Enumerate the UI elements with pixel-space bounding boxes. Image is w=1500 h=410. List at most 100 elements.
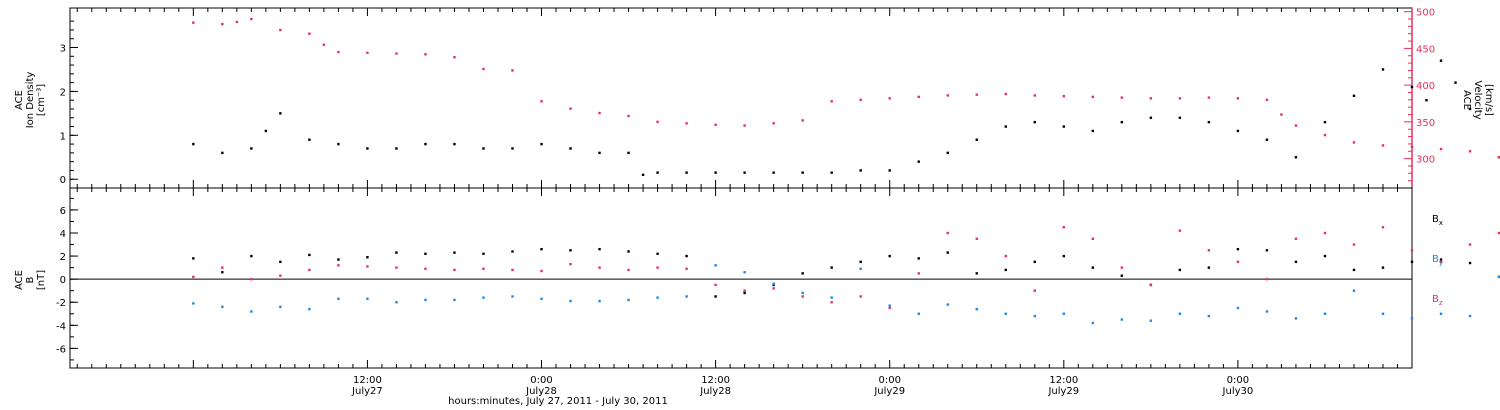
data-point [598,151,601,155]
data-point [1294,156,1298,159]
data-point [801,119,804,122]
data-point [279,260,282,264]
data-point [424,267,427,270]
b-tick-label: 2 [60,252,66,263]
data-point [424,142,427,146]
data-point [714,264,717,267]
data-point [453,142,456,146]
data-point [511,69,514,72]
data-point [714,295,717,298]
data-point [598,266,601,269]
data-point [743,291,746,295]
data-point [1033,94,1036,97]
data-point [511,268,514,272]
data-point [656,296,659,299]
data-point [946,251,949,254]
data-point [888,254,891,258]
data-point [192,257,195,260]
data-point [192,142,195,146]
data-point [1265,277,1269,281]
data-point [308,32,311,35]
data-point [511,147,514,150]
data-point [598,247,601,251]
data-point [1091,95,1095,99]
data-point [264,129,268,133]
bottom-panel-minor-ticks [76,188,1413,368]
data-point [859,260,862,264]
data-point [482,252,485,255]
data-point [366,256,369,259]
x-tick-time: 0:00 [1227,375,1249,386]
data-point [1381,312,1385,315]
data-point [1091,237,1095,240]
data-point [540,269,543,273]
data-point [1323,254,1327,258]
data-point [917,95,920,99]
x-tick-time: 12:00 [701,375,730,386]
x-tick-date: July30 [1222,386,1254,397]
data-point [1120,274,1124,277]
data-point [1062,226,1066,229]
velocity-axis-label-line2: Velocity [1472,80,1483,119]
data-point [888,97,891,100]
data-point [511,250,514,253]
data-point [1439,258,1443,261]
data-point [1236,129,1240,133]
data-point [482,296,485,299]
data-point [1091,321,1095,325]
data-point [1207,249,1211,252]
data-point [1323,120,1327,124]
data-point [540,247,543,251]
data-point [1468,314,1472,318]
velocity-axis-label-line1: ACE [1461,90,1472,110]
data-point [1062,94,1066,98]
data-point [366,265,369,268]
x-tick-date: July29 [873,386,905,397]
data-point [772,282,775,285]
data-point [1381,144,1385,147]
density-axis-ticks: 0 1 2 3 [60,20,78,189]
data-point [801,171,804,174]
data-point [453,298,456,302]
data-point [1280,113,1283,116]
data-point [685,254,688,258]
data-point [279,305,282,309]
data-point [1410,85,1414,89]
data-point [279,274,282,277]
data-point [1149,97,1153,100]
data-point [743,289,746,292]
data-point [337,142,340,146]
data-point [714,123,717,127]
data-point [641,173,645,177]
data-point [1352,268,1356,272]
data-point [250,147,253,150]
data-point [1033,289,1036,292]
data-point [1236,306,1240,310]
velocity-axis-label-line3: [km/s] [1483,84,1494,116]
x-tick-time: 0:00 [530,375,552,386]
data-point [743,171,746,174]
data-point [1439,59,1443,62]
data-point [424,53,427,56]
data-point [1091,266,1095,269]
data-point [801,272,804,275]
data-point [250,310,253,313]
data-point [453,56,456,59]
data-point [975,138,978,141]
data-point [1265,98,1269,102]
data-point [1033,314,1036,318]
data-point [366,297,369,300]
data-point [656,266,659,269]
data-point [1207,314,1211,318]
data-point [743,124,746,127]
data-point [1004,268,1007,272]
data-point [1207,96,1211,99]
data-point [656,252,659,255]
data-point [1352,141,1356,144]
x-tick-time: 12:00 [353,375,382,386]
top-panel: 0 1 2 3 300 350 400 450 500 ACE Ion Density [cm… [14,7,1500,189]
x-tick-time: 12:00 [1049,375,1078,386]
data-point [221,151,224,155]
data-point [395,251,398,254]
